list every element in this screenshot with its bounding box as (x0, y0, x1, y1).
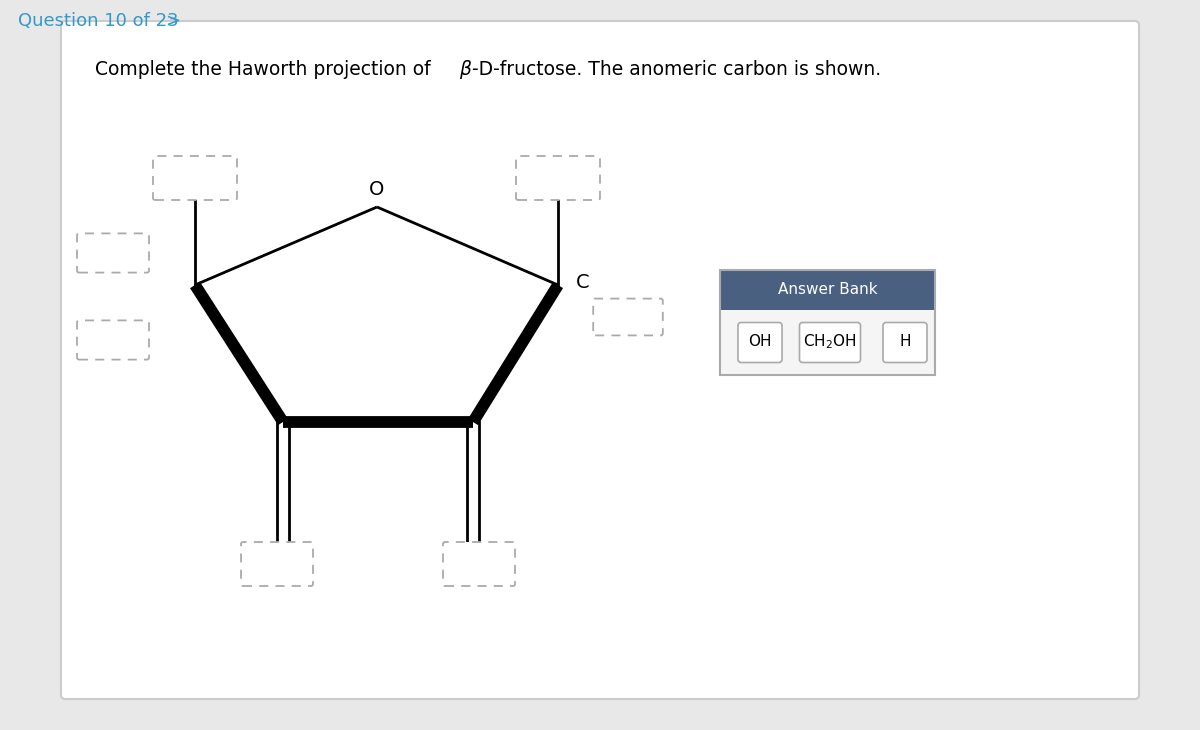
FancyBboxPatch shape (241, 542, 313, 586)
FancyBboxPatch shape (883, 323, 928, 363)
Text: Complete the Haworth projection of: Complete the Haworth projection of (95, 60, 437, 79)
Text: O: O (370, 180, 385, 199)
Text: OH: OH (749, 334, 772, 349)
Text: C: C (576, 274, 589, 293)
Text: Answer Bank: Answer Bank (778, 283, 877, 298)
FancyBboxPatch shape (61, 21, 1139, 699)
FancyBboxPatch shape (77, 234, 149, 272)
Text: CH$_2$OH: CH$_2$OH (803, 332, 857, 351)
FancyBboxPatch shape (154, 156, 238, 200)
FancyBboxPatch shape (593, 299, 662, 335)
Text: Question 10 of 23: Question 10 of 23 (18, 12, 179, 30)
FancyBboxPatch shape (77, 320, 149, 360)
Text: β: β (458, 60, 470, 79)
Text: >: > (166, 12, 180, 30)
Bar (720, 270, 935, 375)
FancyBboxPatch shape (738, 323, 782, 363)
FancyBboxPatch shape (443, 542, 515, 586)
Bar (720, 310, 935, 375)
Text: -D-fructose. The anomeric carbon is shown.: -D-fructose. The anomeric carbon is show… (472, 60, 881, 79)
Text: H: H (899, 334, 911, 349)
Bar (720, 270, 935, 310)
FancyBboxPatch shape (799, 323, 860, 363)
FancyBboxPatch shape (516, 156, 600, 200)
